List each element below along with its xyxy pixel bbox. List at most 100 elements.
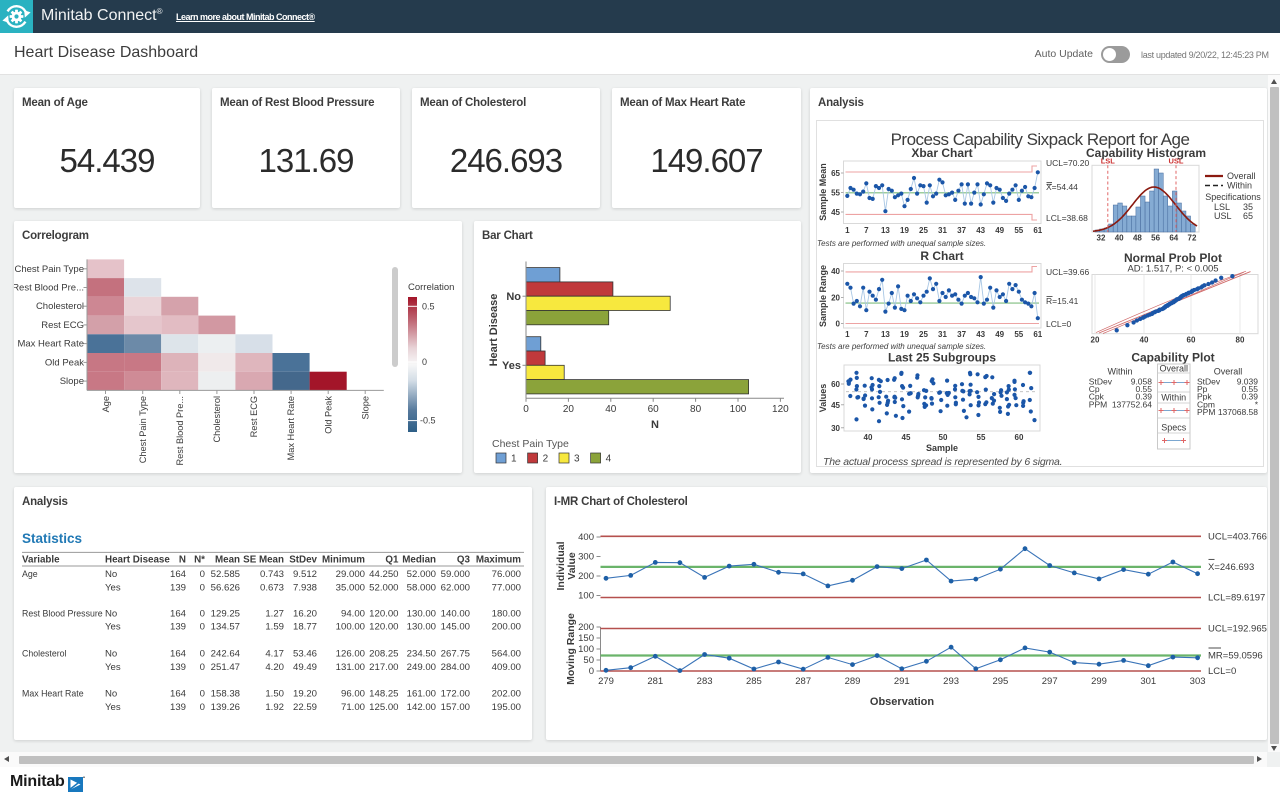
svg-text:4.17: 4.17 bbox=[265, 649, 284, 660]
svg-text:31: 31 bbox=[938, 330, 947, 339]
svg-text:LSL: LSL bbox=[1101, 157, 1116, 166]
svg-text:71.00: 71.00 bbox=[341, 702, 365, 713]
svg-text:Yes: Yes bbox=[105, 622, 121, 633]
svg-text:164: 164 bbox=[170, 689, 187, 700]
svg-text:Chest Pain Type: Chest Pain Type bbox=[138, 396, 148, 463]
svg-text:142.00: 142.00 bbox=[407, 702, 436, 713]
svg-text:0: 0 bbox=[200, 608, 205, 619]
svg-text:234.50: 234.50 bbox=[407, 649, 436, 660]
svg-text:43: 43 bbox=[976, 226, 985, 235]
svg-text:0: 0 bbox=[200, 689, 205, 700]
svg-text:53.46: 53.46 bbox=[293, 649, 317, 660]
svg-text:R=15.41: R=15.41 bbox=[1046, 296, 1079, 306]
svg-text:Moving Range: Moving Range bbox=[565, 613, 577, 685]
svg-text:65: 65 bbox=[831, 169, 840, 178]
svg-text:131.00: 131.00 bbox=[336, 662, 365, 673]
svg-text:Rest Blood Pressure: Rest Blood Pressure bbox=[22, 608, 103, 618]
svg-text:Overall: Overall bbox=[1159, 364, 1188, 374]
svg-text:287: 287 bbox=[795, 676, 811, 687]
svg-text:-0.5: -0.5 bbox=[420, 416, 436, 426]
svg-text:Process Capability Sixpack Rep: Process Capability Sixpack Report for Ag… bbox=[891, 130, 1190, 149]
svg-text:N*: N* bbox=[194, 554, 205, 565]
svg-text:Yes: Yes bbox=[105, 582, 121, 593]
svg-text:Minimum: Minimum bbox=[322, 554, 365, 565]
svg-text:Cholesterol: Cholesterol bbox=[36, 301, 84, 312]
svg-text:4: 4 bbox=[606, 454, 612, 465]
svg-text:96.00: 96.00 bbox=[341, 689, 365, 700]
svg-text:145.00: 145.00 bbox=[441, 622, 470, 633]
svg-text:40: 40 bbox=[1115, 234, 1124, 243]
svg-text:62.000: 62.000 bbox=[441, 582, 470, 593]
svg-text:Q1: Q1 bbox=[385, 554, 399, 565]
svg-text:29.000: 29.000 bbox=[336, 569, 365, 580]
svg-text:1.27: 1.27 bbox=[265, 608, 284, 619]
svg-text:40: 40 bbox=[605, 404, 617, 415]
svg-text:60: 60 bbox=[831, 380, 840, 389]
svg-text:0: 0 bbox=[200, 582, 205, 593]
svg-text:7.938: 7.938 bbox=[293, 582, 317, 593]
svg-text:157.00: 157.00 bbox=[441, 702, 470, 713]
svg-text:The actual process spread is r: The actual process spread is represented… bbox=[823, 456, 1062, 468]
svg-text:0: 0 bbox=[200, 569, 205, 580]
svg-text:X=246.693: X=246.693 bbox=[1208, 562, 1254, 573]
svg-text:Observation: Observation bbox=[870, 696, 934, 708]
svg-text:Sample Range: Sample Range bbox=[818, 265, 828, 327]
svg-text:20: 20 bbox=[1091, 336, 1100, 345]
svg-text:0: 0 bbox=[836, 320, 841, 329]
svg-text:Sample Mean: Sample Mean bbox=[818, 163, 828, 221]
svg-text:0: 0 bbox=[200, 622, 205, 633]
svg-text:180.00: 180.00 bbox=[492, 608, 521, 619]
svg-text:UCL=403.766: UCL=403.766 bbox=[1208, 531, 1267, 542]
svg-text:140.00: 140.00 bbox=[441, 608, 470, 619]
svg-text:Rest Blood Pre...: Rest Blood Pre... bbox=[175, 396, 185, 465]
svg-text:134.57: 134.57 bbox=[211, 622, 240, 633]
svg-text:120.00: 120.00 bbox=[369, 608, 398, 619]
svg-text:0: 0 bbox=[200, 662, 205, 673]
svg-text:52.585: 52.585 bbox=[211, 569, 240, 580]
svg-text:Heart Disease: Heart Disease bbox=[105, 554, 170, 565]
svg-text:94.00: 94.00 bbox=[341, 608, 365, 619]
svg-text:30: 30 bbox=[831, 424, 840, 433]
svg-text:16.20: 16.20 bbox=[293, 608, 317, 619]
svg-text:37: 37 bbox=[957, 226, 966, 235]
svg-text:Correlation: Correlation bbox=[408, 282, 454, 293]
svg-text:251.47: 251.47 bbox=[211, 662, 240, 673]
svg-text:295: 295 bbox=[992, 676, 1008, 687]
svg-text:No: No bbox=[105, 689, 117, 700]
svg-text:72: 72 bbox=[1188, 234, 1197, 243]
svg-text:Values: Values bbox=[818, 384, 828, 413]
svg-text:25: 25 bbox=[919, 226, 928, 235]
svg-text:52.000: 52.000 bbox=[369, 582, 398, 593]
svg-text:22.59: 22.59 bbox=[293, 702, 317, 713]
svg-text:SE Mean: SE Mean bbox=[243, 554, 284, 565]
svg-text:Tests are performed with unequ: Tests are performed with unequal sample … bbox=[817, 342, 986, 351]
svg-text:StDev: StDev bbox=[1197, 377, 1221, 387]
svg-text:N: N bbox=[651, 419, 659, 431]
svg-text:297: 297 bbox=[1042, 676, 1058, 687]
svg-text:IndividualValue: IndividualValue bbox=[555, 541, 578, 590]
svg-text:279: 279 bbox=[598, 676, 614, 687]
svg-text:UCL=39.66: UCL=39.66 bbox=[1046, 267, 1090, 277]
svg-text:Age: Age bbox=[101, 396, 111, 412]
svg-text:Xbar Chart: Xbar Chart bbox=[911, 146, 972, 160]
svg-text:284.00: 284.00 bbox=[441, 662, 470, 673]
svg-text:9.512: 9.512 bbox=[293, 569, 317, 580]
svg-text:19.20: 19.20 bbox=[293, 689, 317, 700]
svg-text:172.00: 172.00 bbox=[441, 689, 470, 700]
svg-text:200: 200 bbox=[578, 571, 594, 582]
svg-text:0: 0 bbox=[523, 404, 529, 415]
svg-text:200: 200 bbox=[578, 622, 594, 633]
svg-text:40: 40 bbox=[1140, 336, 1149, 345]
svg-text:Max Heart Rate: Max Heart Rate bbox=[286, 396, 296, 460]
svg-text:60: 60 bbox=[648, 404, 660, 415]
svg-text:0.55: 0.55 bbox=[1241, 384, 1258, 394]
svg-text:77.000: 77.000 bbox=[492, 582, 521, 593]
svg-text:150: 150 bbox=[578, 633, 594, 644]
svg-text:Maximum: Maximum bbox=[476, 554, 521, 565]
svg-text:9.039: 9.039 bbox=[1237, 377, 1259, 387]
svg-text:Heart Disease: Heart Disease bbox=[488, 294, 500, 367]
svg-text:61: 61 bbox=[1033, 330, 1042, 339]
svg-text:164: 164 bbox=[170, 569, 187, 580]
svg-text:139: 139 bbox=[170, 662, 186, 673]
svg-text:Cpm: Cpm bbox=[1197, 399, 1215, 409]
